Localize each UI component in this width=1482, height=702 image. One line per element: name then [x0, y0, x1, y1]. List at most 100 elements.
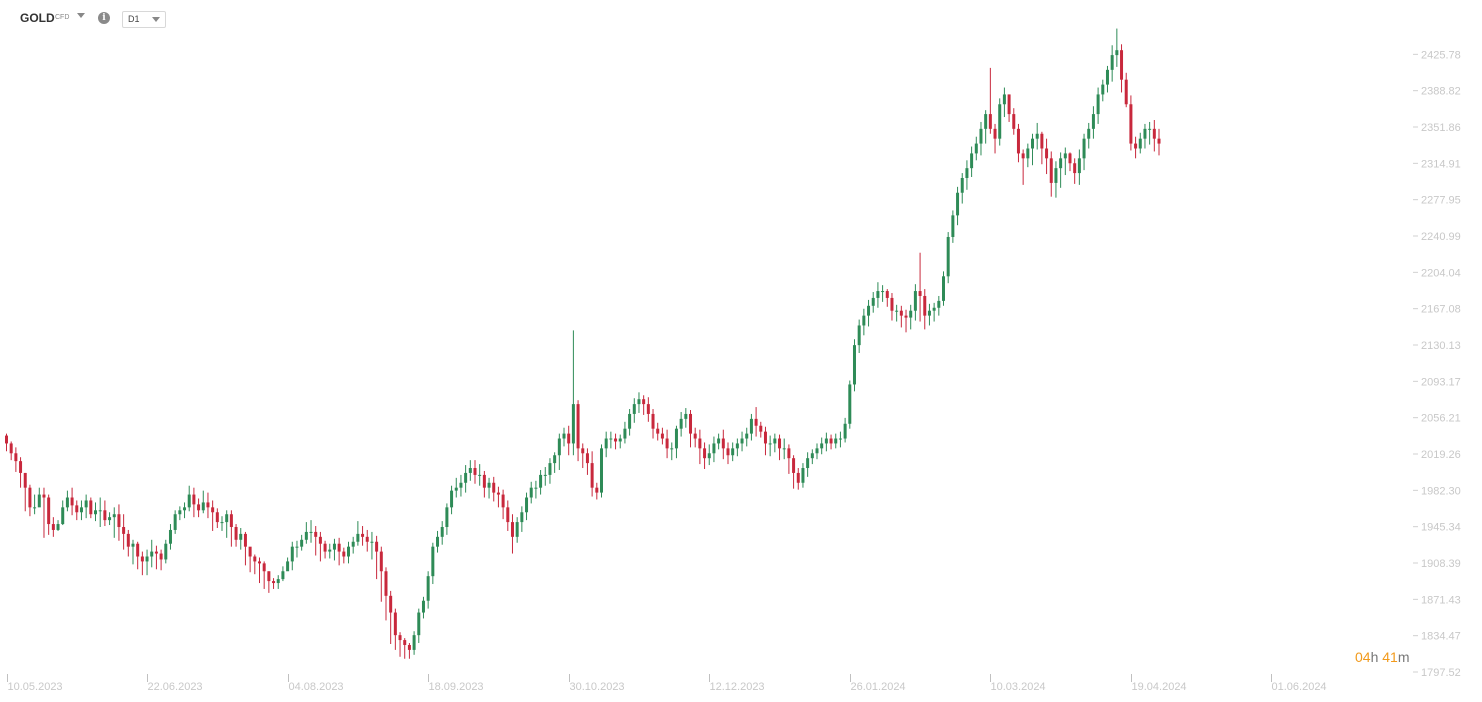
candle: [595, 482, 599, 500]
candle: [468, 460, 472, 481]
candle: [220, 516, 224, 531]
candle: [567, 425, 571, 456]
candle: [651, 409, 655, 439]
candle: [248, 546, 252, 573]
candle: [501, 489, 505, 520]
candle: [904, 309, 908, 333]
candle: [749, 413, 753, 441]
y-axis-tick-label: 2240.99: [1421, 231, 1461, 243]
candle: [585, 448, 589, 475]
candle: [1120, 44, 1124, 93]
candle: [571, 330, 575, 456]
countdown-minutes-unit: m: [1397, 649, 1410, 665]
candle: [871, 292, 875, 313]
candle: [1002, 87, 1006, 118]
candle: [656, 422, 660, 441]
candle: [590, 451, 594, 497]
candle: [351, 536, 355, 554]
candle: [19, 457, 23, 488]
candle: [548, 458, 552, 484]
x-axis-tick-label: 30.10.2023: [570, 681, 625, 693]
candle: [70, 487, 74, 516]
candle: [314, 526, 318, 556]
y-axis-tick-label: 2314.91: [1421, 158, 1461, 170]
candle: [852, 339, 856, 392]
candle: [679, 411, 683, 437]
x-axis-tick-label: 26.01.2024: [851, 681, 906, 693]
candle: [553, 452, 557, 473]
candle: [496, 486, 500, 508]
candle: [988, 67, 992, 134]
candle: [1021, 149, 1025, 185]
candle: [1068, 152, 1072, 172]
candle: [300, 534, 304, 551]
candle: [150, 539, 154, 568]
candle: [562, 427, 566, 447]
candle: [136, 541, 140, 570]
candle: [642, 395, 646, 415]
candle: [276, 575, 280, 589]
candle: [197, 498, 201, 518]
timeframe-select[interactable]: D1: [122, 11, 166, 28]
candle: [253, 554, 257, 575]
candle: [623, 421, 627, 444]
candle: [614, 433, 618, 450]
candle: [918, 252, 922, 322]
countdown-hours-unit: h: [1370, 649, 1379, 665]
candle: [543, 467, 547, 486]
candle: [309, 520, 313, 543]
chevron-down-icon: [152, 17, 160, 22]
candle: [51, 517, 55, 537]
candle: [215, 508, 219, 528]
candle: [599, 444, 603, 498]
candle: [646, 397, 650, 422]
candle: [28, 484, 32, 517]
candle: [1138, 132, 1142, 154]
candle: [689, 410, 693, 448]
y-axis-tick-label: 1834.47: [1421, 631, 1461, 643]
candle: [1091, 106, 1095, 139]
candle: [628, 409, 632, 436]
x-axis-tick-label: 22.06.2023: [148, 681, 203, 693]
candle: [581, 443, 585, 469]
candle: [318, 531, 322, 562]
candle: [164, 539, 168, 564]
candle: [23, 472, 27, 512]
candle: [417, 608, 421, 644]
symbol-name[interactable]: GOLD: [20, 11, 55, 25]
candle: [1148, 121, 1152, 145]
candle: [923, 289, 927, 330]
candle: [281, 566, 285, 582]
candle: [187, 485, 191, 512]
candle: [1077, 149, 1081, 185]
candle: [75, 500, 79, 521]
symbol-dropdown-icon[interactable]: [77, 13, 85, 18]
candle: [5, 433, 8, 452]
candle: [482, 470, 486, 498]
candle: [698, 429, 702, 465]
candle: [557, 433, 561, 470]
candle: [421, 596, 425, 619]
candle: [384, 567, 388, 621]
candle: [796, 468, 800, 490]
candle: [389, 590, 393, 645]
candle: [899, 305, 903, 328]
candle: [112, 507, 116, 538]
candle: [450, 485, 454, 515]
candle: [843, 417, 847, 443]
candle: [328, 543, 332, 559]
candle: [436, 530, 440, 553]
candle: [1012, 108, 1016, 135]
candle: [1035, 122, 1039, 150]
candle: [464, 465, 468, 493]
candle: [370, 531, 374, 560]
candle: [1110, 45, 1114, 82]
candle: [1040, 131, 1044, 165]
candle: [876, 282, 880, 308]
candle: [707, 444, 711, 466]
info-icon[interactable]: i: [98, 12, 110, 24]
candle: [834, 433, 838, 449]
candle: [347, 541, 351, 564]
candle: [108, 512, 112, 526]
